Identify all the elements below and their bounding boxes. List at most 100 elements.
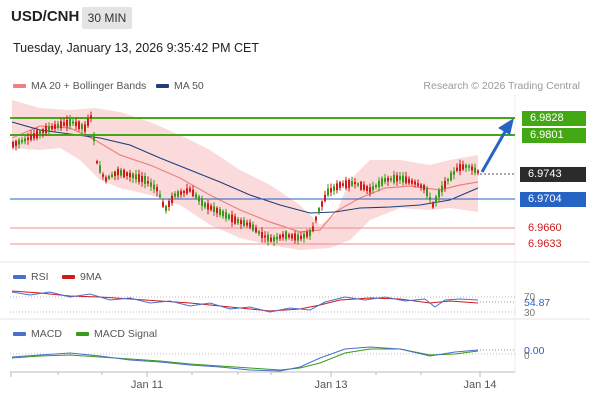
candle-body bbox=[366, 186, 368, 191]
candle-body bbox=[321, 201, 323, 207]
candle-body bbox=[258, 231, 260, 234]
ma50-swatch bbox=[156, 84, 169, 89]
legend-rsi-label: RSI bbox=[31, 271, 49, 283]
candle-body bbox=[42, 129, 44, 134]
candle-body bbox=[444, 180, 446, 189]
candle-body bbox=[300, 235, 302, 240]
candle-body bbox=[357, 183, 359, 186]
legend-macd: MACD bbox=[13, 328, 62, 340]
candle-body bbox=[267, 234, 269, 242]
candle-body bbox=[273, 237, 275, 242]
candle-body bbox=[363, 184, 365, 190]
candle-body bbox=[417, 183, 419, 186]
candle-body bbox=[123, 169, 125, 178]
timeframe-badge[interactable]: 30 MIN bbox=[82, 7, 132, 29]
candle-body bbox=[117, 168, 119, 176]
macd-signal-swatch bbox=[76, 332, 89, 337]
candle-body bbox=[81, 124, 83, 129]
candle-body bbox=[180, 191, 182, 195]
candle-body bbox=[462, 164, 464, 170]
x-label-jan13: Jan 13 bbox=[314, 379, 347, 391]
candle-body bbox=[144, 176, 146, 184]
credit-text: Research © 2026 Trading Central bbox=[423, 80, 580, 92]
candle-body bbox=[447, 179, 449, 181]
candle-body bbox=[312, 226, 314, 231]
candle-body bbox=[435, 196, 437, 203]
macd-line bbox=[11, 346, 479, 372]
candle-body bbox=[174, 193, 176, 197]
level-label-6-9633: 6.9633 bbox=[528, 238, 562, 250]
candle-body bbox=[105, 177, 107, 182]
candle-body bbox=[288, 234, 290, 238]
candle-body bbox=[351, 181, 353, 186]
candle-body bbox=[324, 194, 326, 202]
candle-body bbox=[408, 178, 410, 184]
candle-body bbox=[369, 187, 371, 193]
candle-body bbox=[156, 187, 158, 192]
level-label-6-9828: 6.9828 bbox=[522, 111, 586, 126]
bollinger-band bbox=[12, 100, 478, 250]
candle-body bbox=[234, 216, 236, 224]
candle-body bbox=[51, 126, 53, 130]
candle-body bbox=[438, 190, 440, 198]
legend-rsi-9ma-label: 9MA bbox=[80, 271, 102, 283]
candle-body bbox=[309, 229, 311, 237]
candle-body bbox=[171, 195, 173, 204]
candle-body bbox=[342, 183, 344, 186]
candle-body bbox=[198, 196, 200, 202]
candle-body bbox=[168, 201, 170, 207]
x-label-jan14: Jan 14 bbox=[463, 379, 496, 391]
candle-body bbox=[396, 175, 398, 182]
candle-body bbox=[78, 121, 80, 130]
legend-macd-signal: MACD Signal bbox=[76, 328, 157, 340]
candle-body bbox=[216, 207, 218, 214]
candle-body bbox=[354, 182, 356, 185]
legend-rsi: RSI bbox=[13, 271, 49, 283]
candle-body bbox=[27, 137, 29, 140]
candle-body bbox=[399, 176, 401, 180]
candle-body bbox=[90, 115, 92, 119]
candle-body bbox=[153, 184, 155, 190]
candle-body bbox=[285, 231, 287, 240]
candle-body bbox=[471, 166, 473, 171]
macd-swatch bbox=[13, 332, 26, 337]
candle-body bbox=[420, 184, 422, 188]
timestamp: Tuesday, January 13, 2026 9:35:42 PM CET bbox=[13, 41, 259, 55]
candle-body bbox=[126, 172, 128, 177]
candle-body bbox=[33, 133, 35, 139]
candle-body bbox=[423, 185, 425, 191]
candle-body bbox=[219, 209, 221, 215]
projection-arrowhead bbox=[498, 118, 514, 135]
symbol-title: USD/CNH bbox=[11, 8, 80, 25]
candle-body bbox=[432, 202, 434, 208]
candle-body bbox=[177, 191, 179, 197]
candle-body bbox=[468, 165, 470, 168]
candle-body bbox=[450, 172, 452, 181]
macd-tick-0: 0 bbox=[524, 351, 530, 362]
candle-body bbox=[393, 174, 395, 183]
candle-body bbox=[384, 178, 386, 182]
rsi-9ma-swatch bbox=[62, 275, 75, 280]
candle-body bbox=[30, 135, 32, 140]
candle-body bbox=[12, 141, 14, 148]
candle-body bbox=[264, 235, 266, 238]
candle-body bbox=[120, 169, 122, 176]
candle-body bbox=[186, 188, 188, 194]
candle-body bbox=[456, 167, 458, 171]
candle-body bbox=[222, 210, 224, 217]
legend-ma20: MA 20 + Bollinger Bands bbox=[13, 80, 146, 92]
candle-body bbox=[87, 119, 89, 126]
candle-body bbox=[336, 183, 338, 191]
candle-body bbox=[291, 234, 293, 239]
candle-body bbox=[474, 167, 476, 173]
level-label-6-9660: 6.9660 bbox=[528, 222, 562, 234]
candle-body bbox=[129, 172, 131, 178]
candle-body bbox=[426, 188, 428, 197]
candle-body bbox=[318, 208, 320, 212]
candle-body bbox=[183, 190, 185, 194]
candle-body bbox=[453, 171, 455, 175]
candle-body bbox=[18, 140, 20, 145]
candle-body bbox=[195, 194, 197, 198]
candle-body bbox=[159, 194, 161, 198]
ma50-line bbox=[11, 121, 479, 214]
